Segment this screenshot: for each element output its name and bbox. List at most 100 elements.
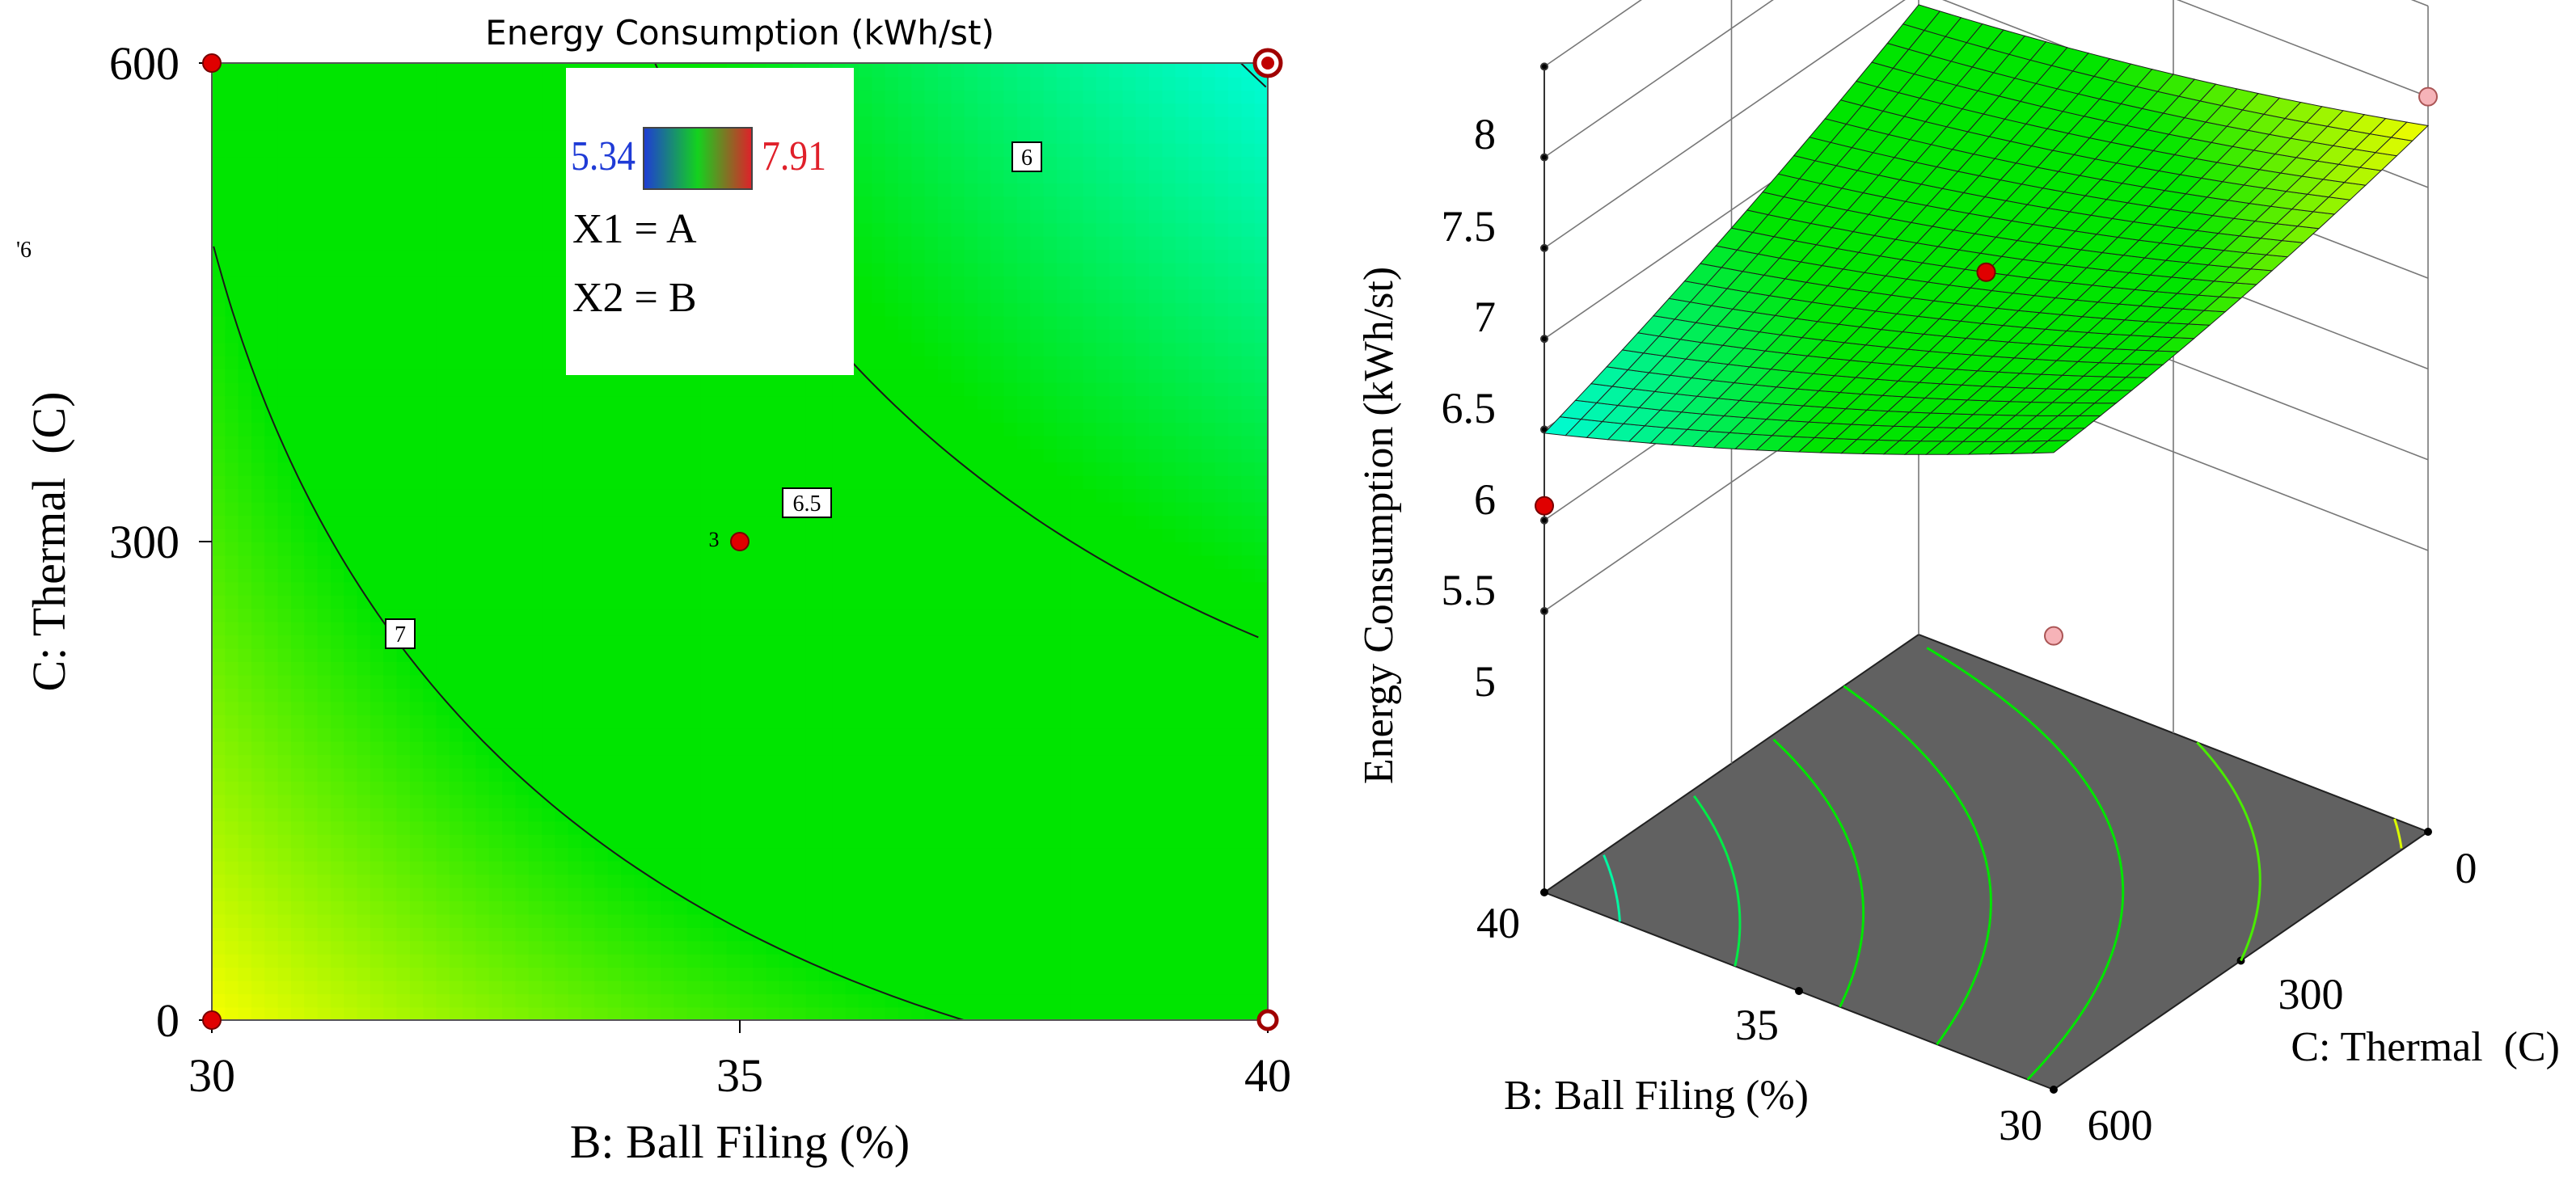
heat-cell [370, 276, 385, 290]
heat-cell [344, 887, 358, 901]
heat-cell [238, 926, 252, 942]
heat-cell [555, 687, 569, 702]
heat-cell [674, 608, 688, 622]
heat-cell [607, 608, 623, 622]
heat-cell [1030, 993, 1045, 1008]
heat-cell [1056, 794, 1071, 808]
heat-cell [383, 249, 398, 264]
heat-cell [357, 900, 371, 915]
heat-cell [911, 900, 926, 915]
heat-cell [317, 116, 332, 131]
heat-cell [951, 674, 965, 689]
heat-cell [396, 794, 411, 808]
heat-cell [897, 847, 913, 862]
heat-cell [488, 342, 504, 356]
heat-cell [528, 727, 543, 742]
heat-cell [290, 488, 306, 503]
heat-cell [370, 488, 385, 503]
heat-cell [502, 794, 517, 808]
heat-cell [370, 103, 385, 117]
heat-cell [568, 608, 583, 622]
heat-cell [964, 369, 978, 383]
heat-cell [462, 674, 477, 689]
heat-cell [409, 794, 424, 808]
heat-cell [581, 661, 596, 676]
heat-cell [805, 687, 820, 702]
heat-cell [542, 169, 556, 183]
heat-cell [1056, 382, 1071, 397]
heat-cell [502, 542, 517, 556]
heat-cell [423, 820, 437, 835]
heat-cell [330, 661, 345, 676]
heat-cell [858, 807, 873, 822]
heat-cell [937, 183, 952, 197]
heat-cell [872, 262, 886, 277]
heat-cell [607, 462, 623, 476]
heat-cell [647, 701, 662, 715]
heat-cell [1096, 142, 1111, 158]
heat-cell [621, 926, 636, 942]
heat-cell [264, 833, 279, 849]
heat-cell [779, 740, 794, 756]
heat-cell [423, 860, 437, 875]
heat-cell [740, 701, 754, 715]
heat-cell [542, 209, 556, 224]
heat-cell [661, 887, 675, 901]
heat-cell [805, 727, 820, 742]
heat-cell [858, 701, 873, 715]
heat-cell [370, 289, 385, 303]
heat-cell [977, 116, 992, 131]
heat-cell [686, 528, 702, 542]
heat-cell [357, 794, 371, 808]
heat-cell [488, 129, 504, 144]
heat-cell [409, 142, 424, 158]
heat-cell [264, 661, 279, 676]
heat-cell [277, 235, 292, 251]
heat-cell [409, 567, 424, 583]
heat-cell [647, 501, 662, 517]
heat-cell [370, 169, 385, 183]
heat-cell [528, 794, 543, 808]
heat-cell [304, 528, 319, 542]
heat-cell [449, 302, 464, 317]
heat-cell [924, 993, 939, 1008]
heat-cell [964, 262, 978, 277]
heat-cell [661, 926, 675, 942]
heat-cell [290, 807, 306, 822]
heat-cell [1109, 714, 1124, 729]
heat-cell [344, 542, 358, 556]
heat-cell [225, 913, 239, 928]
heat-cell [251, 701, 266, 715]
heat-cell [885, 488, 899, 503]
heat-cell [304, 328, 319, 344]
heat-cell [792, 820, 807, 835]
heat-cell [277, 249, 292, 264]
heat-cell [449, 980, 464, 995]
heat-cell [1096, 967, 1111, 981]
heat-cell [1070, 249, 1084, 264]
heat-cell [409, 820, 424, 835]
heat-cell [1096, 89, 1111, 104]
heat-cell [858, 289, 873, 303]
heat-cell [423, 276, 437, 290]
heat-cell [977, 63, 992, 78]
heat-cell [713, 794, 728, 808]
heat-cell [212, 581, 226, 596]
heat-cell [1096, 63, 1111, 78]
heat-cell [290, 913, 306, 928]
heat-cell [290, 820, 306, 835]
heat-cell [832, 448, 847, 463]
heat-cell [304, 422, 319, 436]
heat-cell [832, 993, 847, 1008]
heat-cell [634, 567, 648, 583]
heat-cell [383, 209, 398, 224]
heat-cell [436, 687, 450, 702]
heat-cell [383, 63, 398, 78]
heat-cell [634, 794, 648, 808]
heat-cell [621, 542, 636, 556]
heat-cell [383, 488, 398, 503]
heat-cell [212, 635, 226, 649]
heat-cell [607, 515, 623, 529]
heat-cell [212, 781, 226, 795]
heat-cell [344, 1006, 358, 1020]
